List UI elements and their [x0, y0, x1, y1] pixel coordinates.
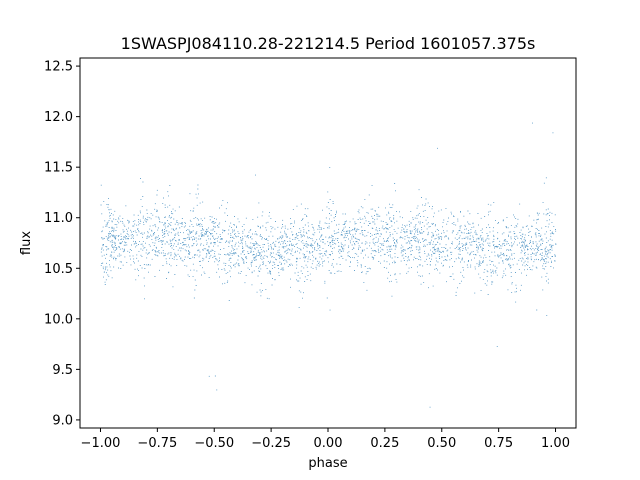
x-tick-label: 0.50 [427, 436, 456, 451]
y-tick-label: 11.0 [44, 211, 73, 226]
y-tick-label: 11.5 [44, 161, 73, 176]
y-tick-label: 10.0 [44, 312, 73, 327]
y-axis: 9.0 9.5 10.0 10.5 11.0 11.5 12.0 12.5 [44, 60, 80, 428]
x-tick-label: −1.00 [81, 436, 121, 451]
x-tick-label: 0.75 [484, 436, 513, 451]
y-tick-label: 12.0 [44, 110, 73, 125]
x-tick-label: 0.25 [370, 436, 399, 451]
data-points [100, 122, 557, 408]
y-axis-label: flux [19, 231, 34, 255]
x-axis: −1.00 −0.75 −0.50 −0.25 0.00 0.25 0.50 0.75 1.00 [81, 428, 570, 451]
y-tick-label: 10.5 [44, 262, 73, 277]
x-tick-label: −0.50 [194, 436, 234, 451]
x-axis-label: phase [308, 456, 347, 471]
scatter-points [100, 122, 557, 408]
x-tick-label: −0.25 [251, 436, 291, 451]
y-tick-label: 12.5 [44, 60, 73, 75]
x-tick-label: −0.75 [137, 436, 177, 451]
y-tick-label: 9.0 [52, 413, 73, 428]
x-tick-label: 0.00 [314, 436, 343, 451]
x-tick-label: 1.00 [541, 436, 570, 451]
chart-title: 1SWASPJ084110.28-221214.5 Period 1601057… [121, 34, 536, 53]
y-tick-label: 9.5 [52, 363, 73, 378]
